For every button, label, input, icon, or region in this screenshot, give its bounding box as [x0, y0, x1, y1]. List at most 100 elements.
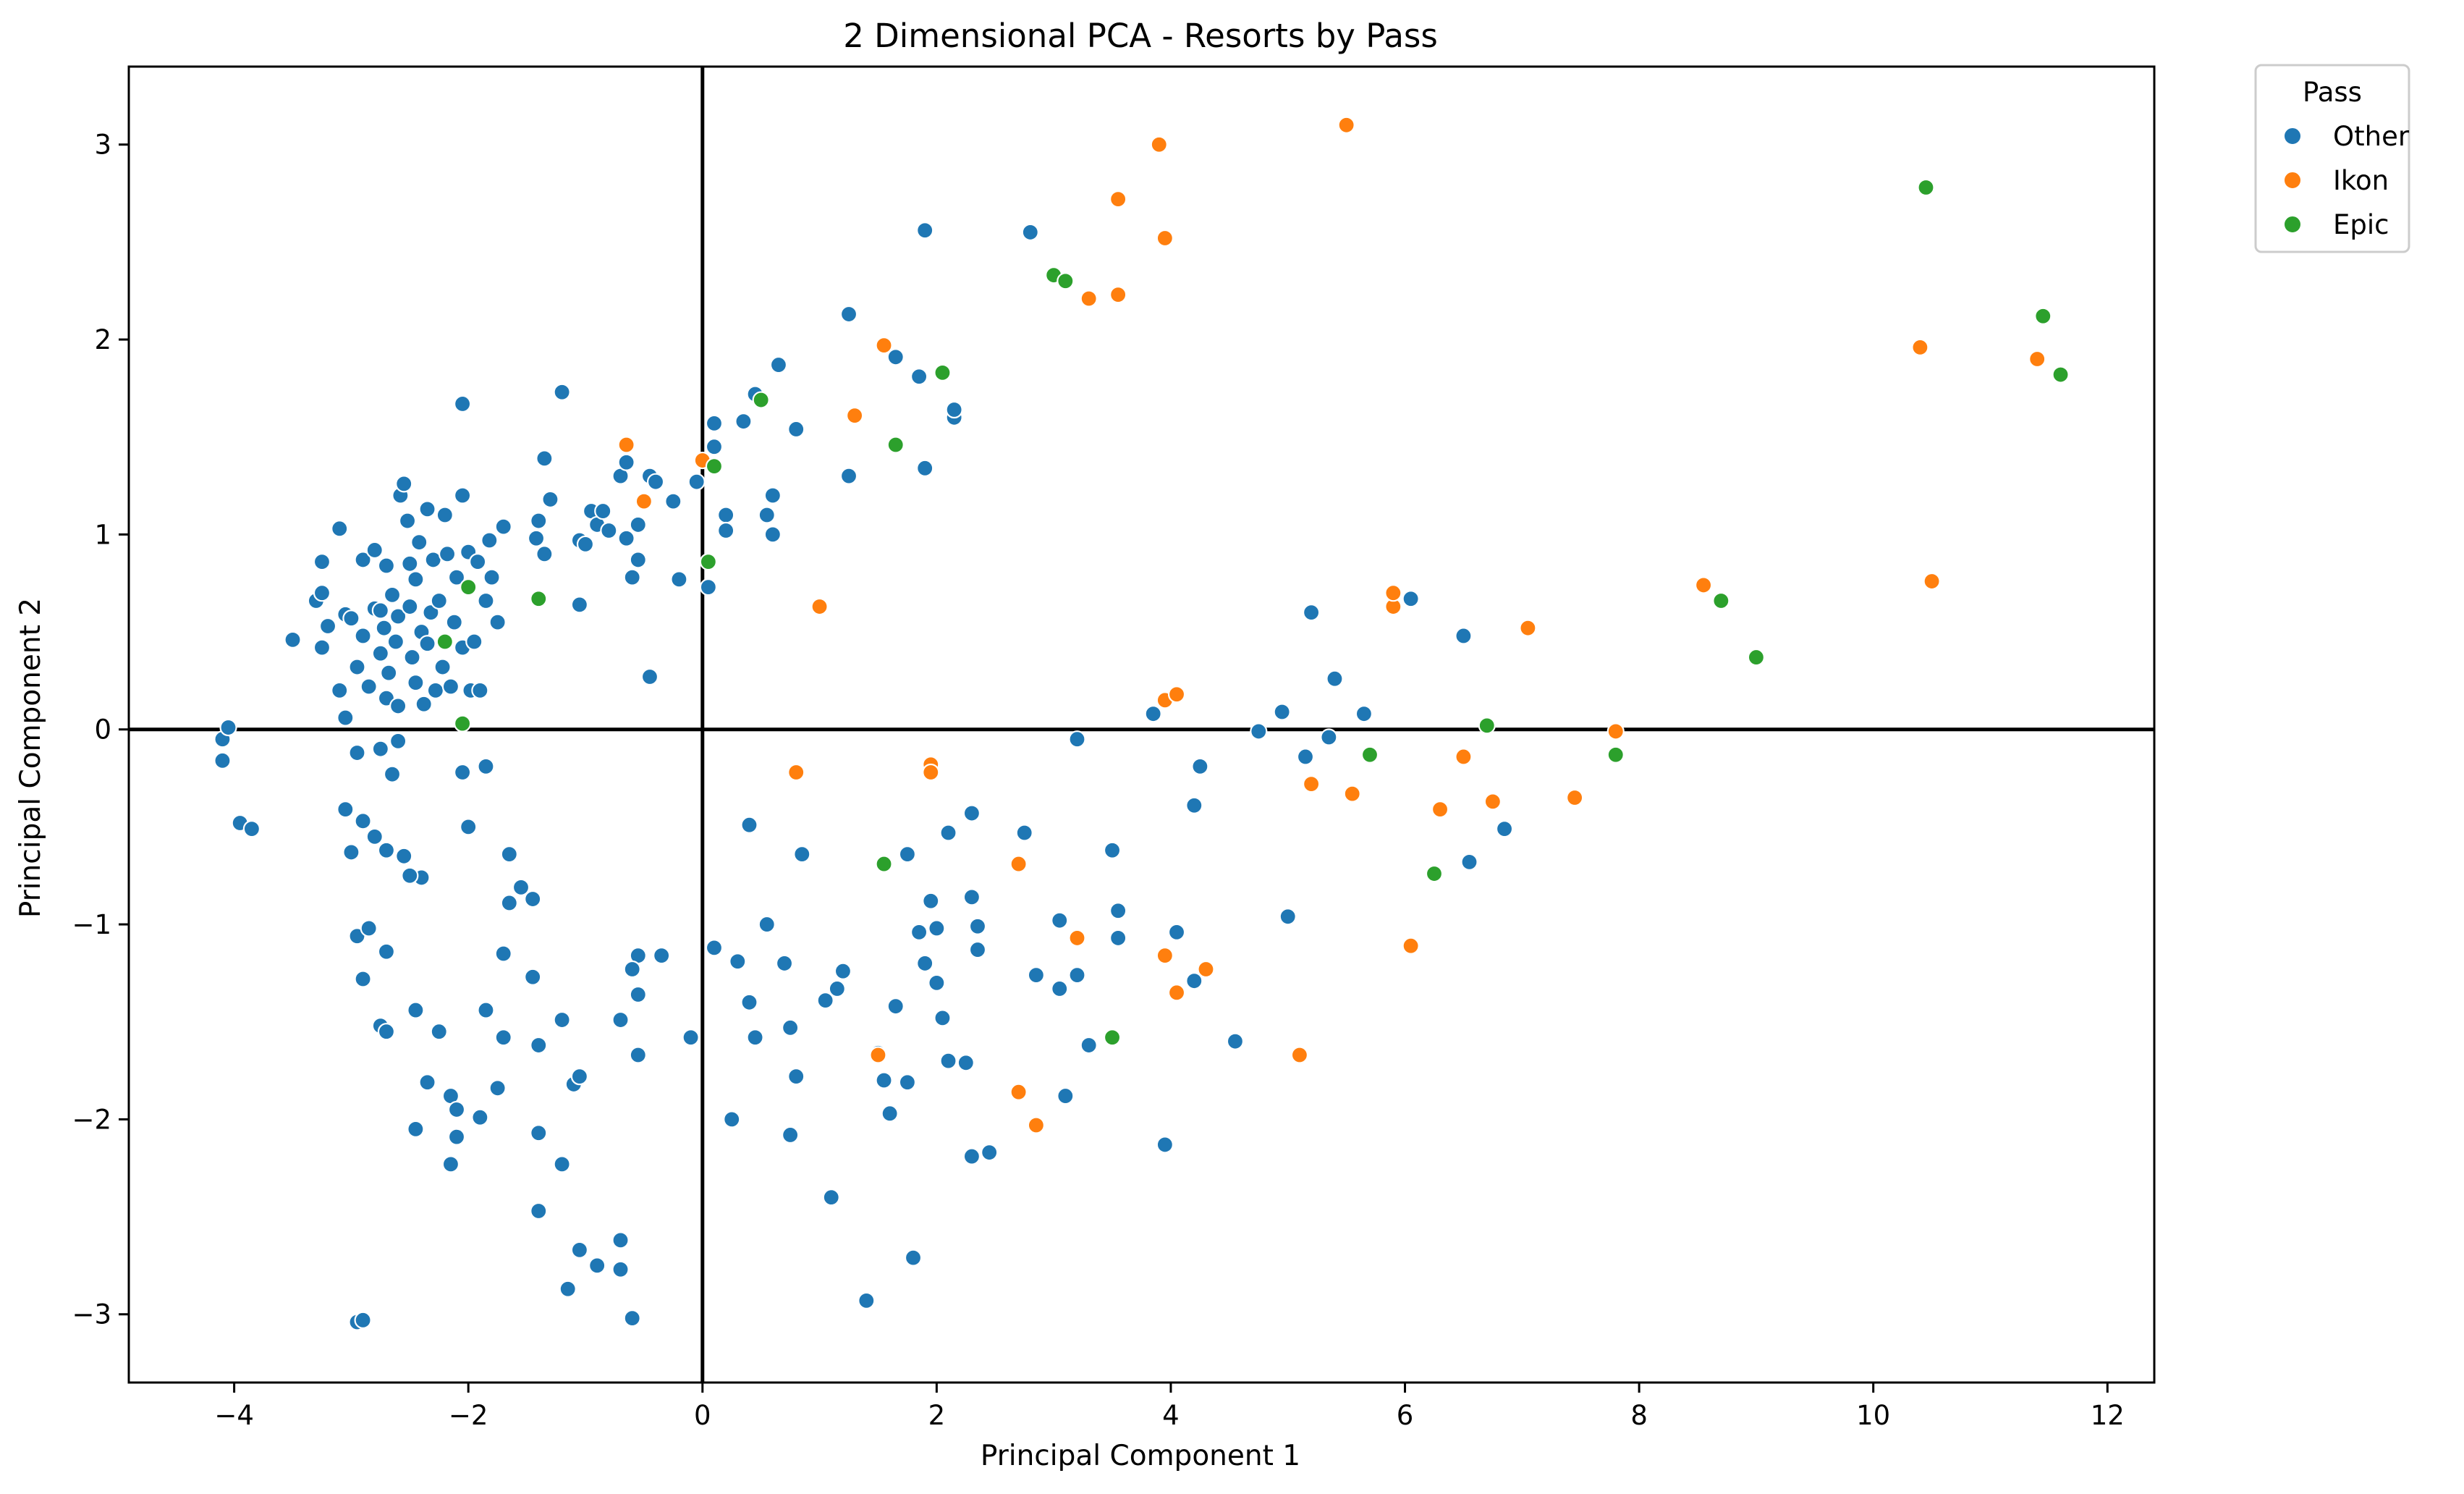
data-point-other [898, 1073, 917, 1092]
legend-entries: Other Ikon Epic [2283, 121, 2410, 240]
data-point-other [313, 638, 331, 657]
data-point-other [553, 383, 571, 401]
data-point-other [1057, 1086, 1075, 1105]
data-point-other [360, 678, 378, 696]
data-point-epic [1917, 178, 1935, 197]
data-point-other [407, 1120, 425, 1138]
data-point-epic [1478, 717, 1496, 735]
data-point-other [445, 613, 463, 631]
data-point-other [342, 609, 360, 628]
data-point-other [1455, 627, 1473, 645]
plot-frame [127, 65, 2156, 1384]
data-point-other [371, 644, 389, 662]
data-point-other [839, 305, 858, 324]
data-point-other [705, 939, 724, 957]
data-point-other [354, 812, 372, 830]
data-point-other [758, 915, 776, 934]
plot-area [127, 65, 2156, 1384]
data-point-other [383, 765, 402, 783]
data-point-other [717, 506, 735, 524]
data-point-epic [1103, 1029, 1122, 1047]
data-point-other [682, 1029, 700, 1047]
data-point-other [629, 551, 647, 569]
legend-label-epic: Epic [2333, 209, 2389, 240]
x-tick-label: 6 [1397, 1400, 1414, 1431]
data-point-ikon [869, 1046, 887, 1064]
data-point-other [336, 709, 355, 727]
data-point-other [787, 1068, 805, 1086]
data-point-ikon [1606, 722, 1625, 740]
data-point-other [1185, 796, 1203, 814]
data-point-other [928, 974, 946, 992]
data-point-other [705, 414, 724, 432]
data-point-other [471, 1108, 489, 1126]
data-point-other [1021, 223, 1039, 242]
data-point-ikon [1150, 135, 1168, 153]
data-point-other [371, 602, 389, 620]
data-point-other [640, 667, 659, 686]
data-point-other [354, 970, 372, 988]
data-point-other [1080, 1036, 1098, 1055]
data-point-other [822, 1189, 840, 1207]
data-point-other [477, 1001, 495, 1019]
data-point-other [460, 818, 478, 836]
data-point-ikon [1009, 855, 1028, 873]
data-point-other [1296, 748, 1315, 766]
data-point-other [664, 492, 682, 510]
data-point-other [1167, 923, 1186, 941]
data-point-other [494, 518, 512, 536]
data-point-other [933, 1009, 952, 1027]
data-point-other [1495, 819, 1514, 838]
data-point-other [360, 919, 378, 937]
data-point-other [401, 597, 419, 616]
data-point-other [968, 917, 987, 935]
data-point-other [816, 992, 834, 1010]
data-point-other [284, 630, 302, 649]
data-point-other [1109, 902, 1127, 920]
data-point-other [962, 1147, 981, 1165]
data-point-epic [454, 714, 472, 733]
x-tick-label: 8 [1630, 1400, 1648, 1431]
data-point-ikon [1695, 576, 1713, 594]
legend-box [2254, 64, 2410, 253]
data-point-other [430, 591, 448, 610]
data-point-other [524, 968, 542, 986]
y-axis-label: Principal Component 2 [14, 598, 47, 918]
data-point-ikon [1027, 1116, 1045, 1134]
series-ikon [617, 116, 2046, 1134]
data-point-other [447, 568, 466, 586]
data-point-ikon [1197, 960, 1215, 979]
data-point-ikon [1911, 338, 1929, 356]
data-point-other [775, 954, 794, 973]
data-point-other [1226, 1032, 1245, 1050]
data-point-other [717, 521, 735, 540]
data-point-epic [886, 436, 905, 454]
data-point-other [354, 551, 372, 569]
y-tick-label: 0 [94, 714, 111, 746]
data-point-ikon [1923, 572, 1941, 591]
data-point-other [886, 997, 905, 1016]
data-point-epic [1057, 272, 1075, 290]
data-point-other [787, 420, 805, 439]
data-point-other [465, 633, 483, 651]
data-point-other [480, 531, 499, 549]
data-point-other [477, 757, 495, 776]
data-point-ikon [617, 436, 635, 454]
y-axis-ticks: −3 −2 −1 0 1 2 3 [72, 130, 129, 1330]
data-point-other [588, 1257, 606, 1275]
data-point-other [342, 843, 360, 861]
y-tick-label: 3 [94, 130, 111, 161]
data-point-other [910, 368, 928, 386]
data-point-other [945, 400, 963, 419]
data-point-other [962, 804, 981, 822]
data-point-other [530, 1202, 548, 1220]
data-point-other [1191, 757, 1209, 776]
data-point-other [1402, 590, 1420, 608]
data-point-ikon [810, 597, 829, 616]
data-point-ikon [1156, 947, 1174, 965]
data-point-other [395, 847, 413, 865]
data-point-other [1144, 705, 1162, 723]
data-point-other [348, 658, 366, 676]
data-point-other [426, 681, 444, 699]
data-point-other [433, 658, 452, 676]
